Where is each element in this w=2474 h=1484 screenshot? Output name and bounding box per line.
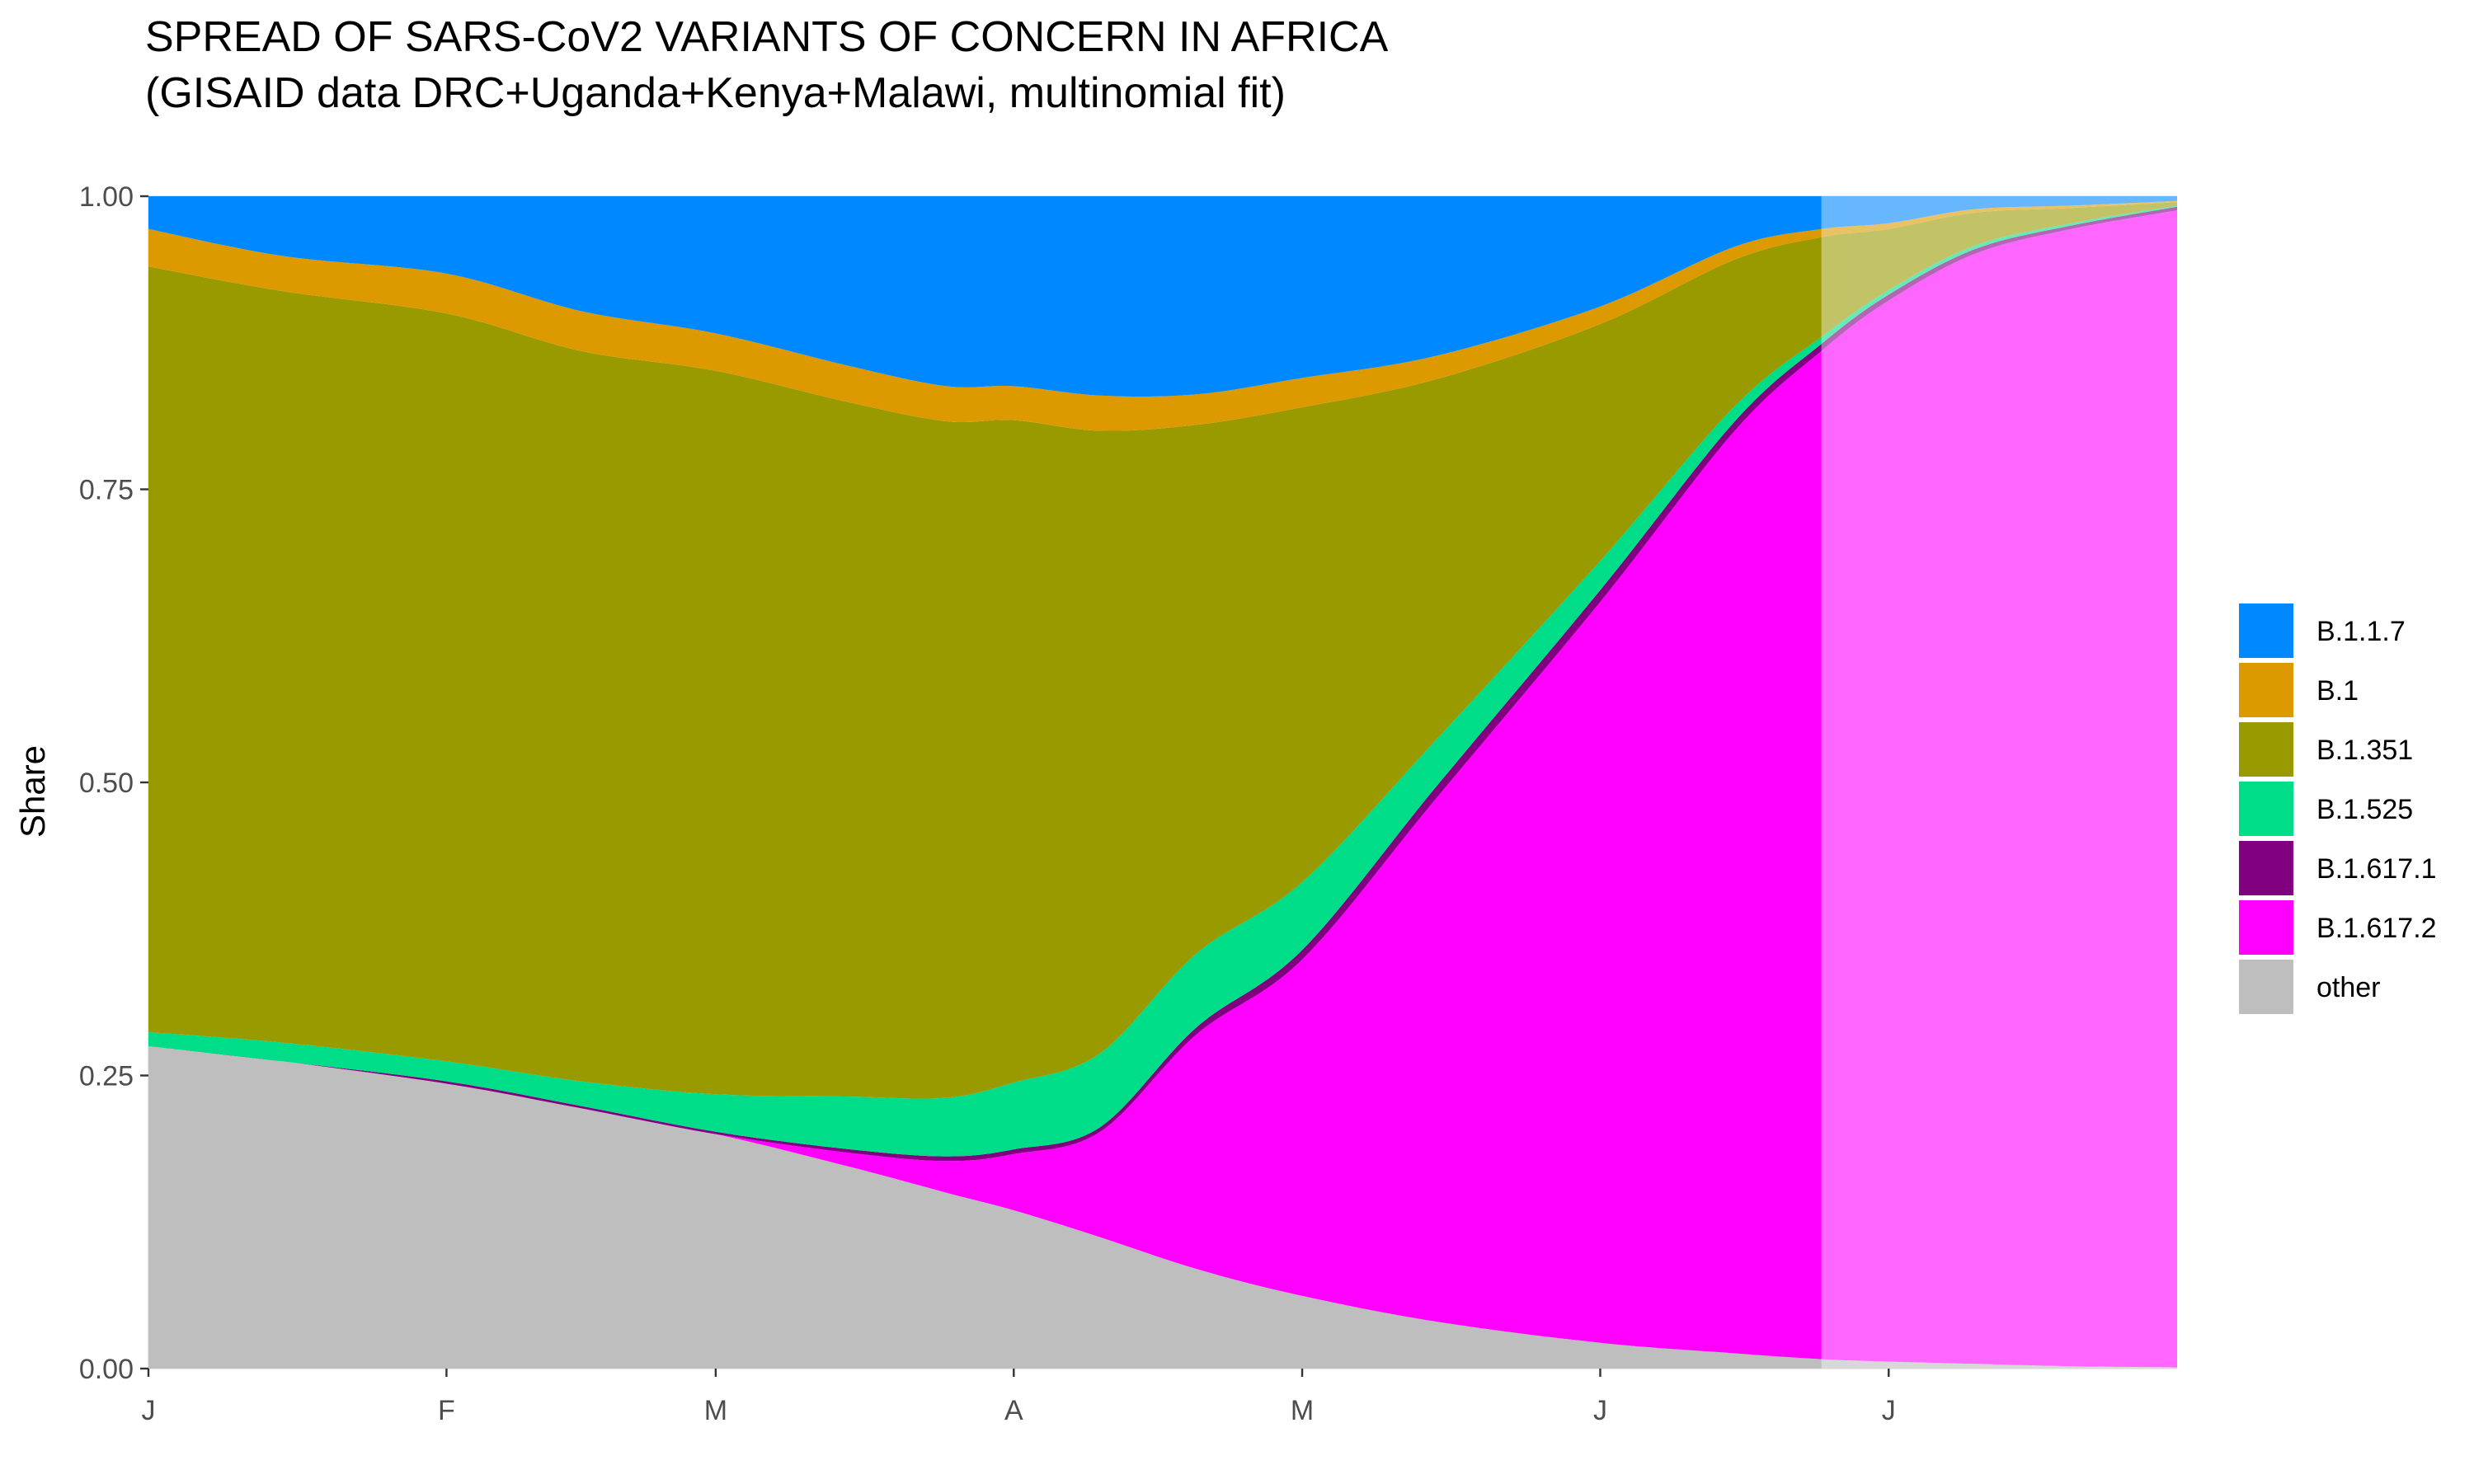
y-tick-label: 0.25 xyxy=(79,1061,134,1092)
legend: B.1.1.7 B.1 B.1.351 B.1.525 B.1.617.1 B.1.617… xyxy=(2239,603,2437,1014)
area-other xyxy=(148,1046,2177,1369)
x-tick-label: J xyxy=(1882,1395,1896,1426)
legend-key xyxy=(2239,782,2293,836)
legend-label: B.1.617.2 xyxy=(2316,913,2437,944)
x-tick-label: A xyxy=(1004,1395,1023,1426)
legend-key xyxy=(2239,722,2293,777)
x-tick-label: J xyxy=(142,1395,156,1426)
area-b-1-525 xyxy=(148,205,2177,1157)
x-tick-label: M xyxy=(704,1395,727,1426)
legend-label: B.1.351 xyxy=(2316,735,2413,766)
area-b-1-617-2 xyxy=(148,210,2177,1368)
y-tick-label: 0.75 xyxy=(79,475,134,506)
forecast-shade xyxy=(1821,196,2177,1369)
y-axis-title: Share xyxy=(13,745,52,838)
y-tick-label: 0.00 xyxy=(79,1354,134,1385)
y-tick-label: 0.50 xyxy=(79,768,134,799)
legend-label: B.1.525 xyxy=(2316,794,2413,825)
legend-key xyxy=(2239,603,2293,658)
stacked-areas xyxy=(148,196,2177,1369)
legend-key xyxy=(2239,663,2293,717)
legend-label: other xyxy=(2316,972,2381,1003)
area-b-1 xyxy=(148,200,2177,431)
chart-subtitle: (GISAID data DRC+Uganda+Kenya+Malawi, mu… xyxy=(145,69,1286,117)
x-tick-label: F xyxy=(438,1395,455,1426)
legend-label: B.1 xyxy=(2316,675,2359,707)
legend-label: B.1.617.1 xyxy=(2316,853,2437,885)
y-axis: 0.00 0.25 0.50 0.75 1.00 xyxy=(79,181,148,1385)
y-tick-label: 1.00 xyxy=(79,181,134,213)
legend-key xyxy=(2239,960,2293,1014)
area-b-1-1-7 xyxy=(148,196,2177,397)
chart-title: SPREAD OF SARS-CoV2 VARIANTS OF CONCERN … xyxy=(145,13,1389,61)
legend-key xyxy=(2239,900,2293,955)
legend-key xyxy=(2239,841,2293,895)
x-tick-label: J xyxy=(1593,1395,1607,1426)
legend-label: B.1.1.7 xyxy=(2316,616,2406,647)
area-b-1-351 xyxy=(148,202,2177,1099)
x-tick-label: M xyxy=(1291,1395,1314,1426)
